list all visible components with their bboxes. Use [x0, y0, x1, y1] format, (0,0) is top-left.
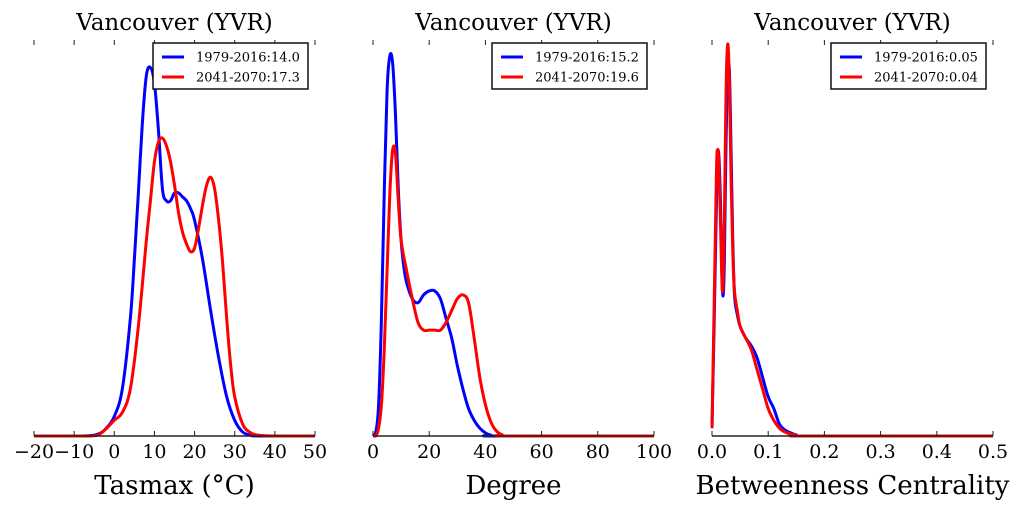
series-line-baseline — [34, 65, 315, 438]
x-tick-label: 0.4 — [922, 441, 952, 463]
x-tick-label: 40 — [263, 441, 287, 463]
legend: 1979-2016:14.0 2041-2070:17.3 — [152, 42, 309, 90]
x-tick-label: 0.5 — [978, 441, 1008, 463]
chart-panel-1: Vancouver (YVR) −20 −10 0 10 20 30 40 50 Tasmax (… — [14, 10, 327, 501]
x-tick-label: −10 — [54, 441, 94, 463]
x-tick-label: 40 — [473, 441, 497, 463]
series-line-baseline — [371, 52, 654, 438]
x-tick-label: 0.3 — [865, 441, 895, 463]
legend-label: 2041-2070:17.3 — [196, 71, 300, 86]
x-tick-label: 30 — [223, 441, 247, 463]
series-line-baseline — [710, 62, 993, 438]
legend-label: 1979-2016:0.05 — [874, 51, 978, 66]
legend-box — [830, 42, 987, 90]
chart-title: Vancouver (YVR) — [753, 10, 951, 36]
x-axis-label: Betweenness Centrality — [696, 471, 1010, 501]
x-tick-label: 0.2 — [809, 441, 839, 463]
x-axis-label: Tasmax (°C) — [94, 471, 254, 501]
x-tick-label: 50 — [303, 441, 327, 463]
chart-panel-2: Vancouver (YVR) 0 20 40 60 80 100 Degree 1979-20… — [367, 10, 672, 501]
chart-panel-3: Vancouver (YVR) 0.0 0.1 0.2 0.3 0.4 0.5 Between… — [696, 10, 1010, 501]
x-tick-label: 10 — [142, 441, 166, 463]
x-tick-label: 0.0 — [697, 441, 727, 463]
x-tick-label: 0 — [108, 441, 120, 463]
chart-title: Vancouver (YVR) — [75, 10, 273, 36]
x-axis-label: Degree — [465, 471, 561, 501]
legend-label: 1979-2016:15.2 — [535, 51, 639, 66]
x-tick-label: 0.1 — [753, 441, 783, 463]
legend-label: 1979-2016:14.0 — [196, 51, 300, 66]
series-line-future — [710, 42, 993, 438]
legend-box — [152, 42, 309, 90]
x-tick-label: 20 — [417, 441, 441, 463]
legend-label: 2041-2070:19.6 — [535, 71, 639, 86]
series-line-future — [34, 136, 315, 438]
x-tick-label: 0 — [367, 441, 379, 463]
legend-label: 2041-2070:0.04 — [874, 71, 978, 86]
x-tick-label: 60 — [530, 441, 554, 463]
legend: 1979-2016:15.2 2041-2070:19.6 — [491, 42, 648, 90]
legend-box — [491, 42, 648, 90]
legend: 1979-2016:0.05 2041-2070:0.04 — [830, 42, 987, 90]
x-tick-label: 100 — [636, 441, 672, 463]
x-tick-label: 80 — [586, 441, 610, 463]
x-tick-label: 20 — [182, 441, 206, 463]
x-tick-label: −20 — [14, 441, 54, 463]
series-line-future — [373, 144, 654, 438]
chart-title: Vancouver (YVR) — [414, 10, 612, 36]
